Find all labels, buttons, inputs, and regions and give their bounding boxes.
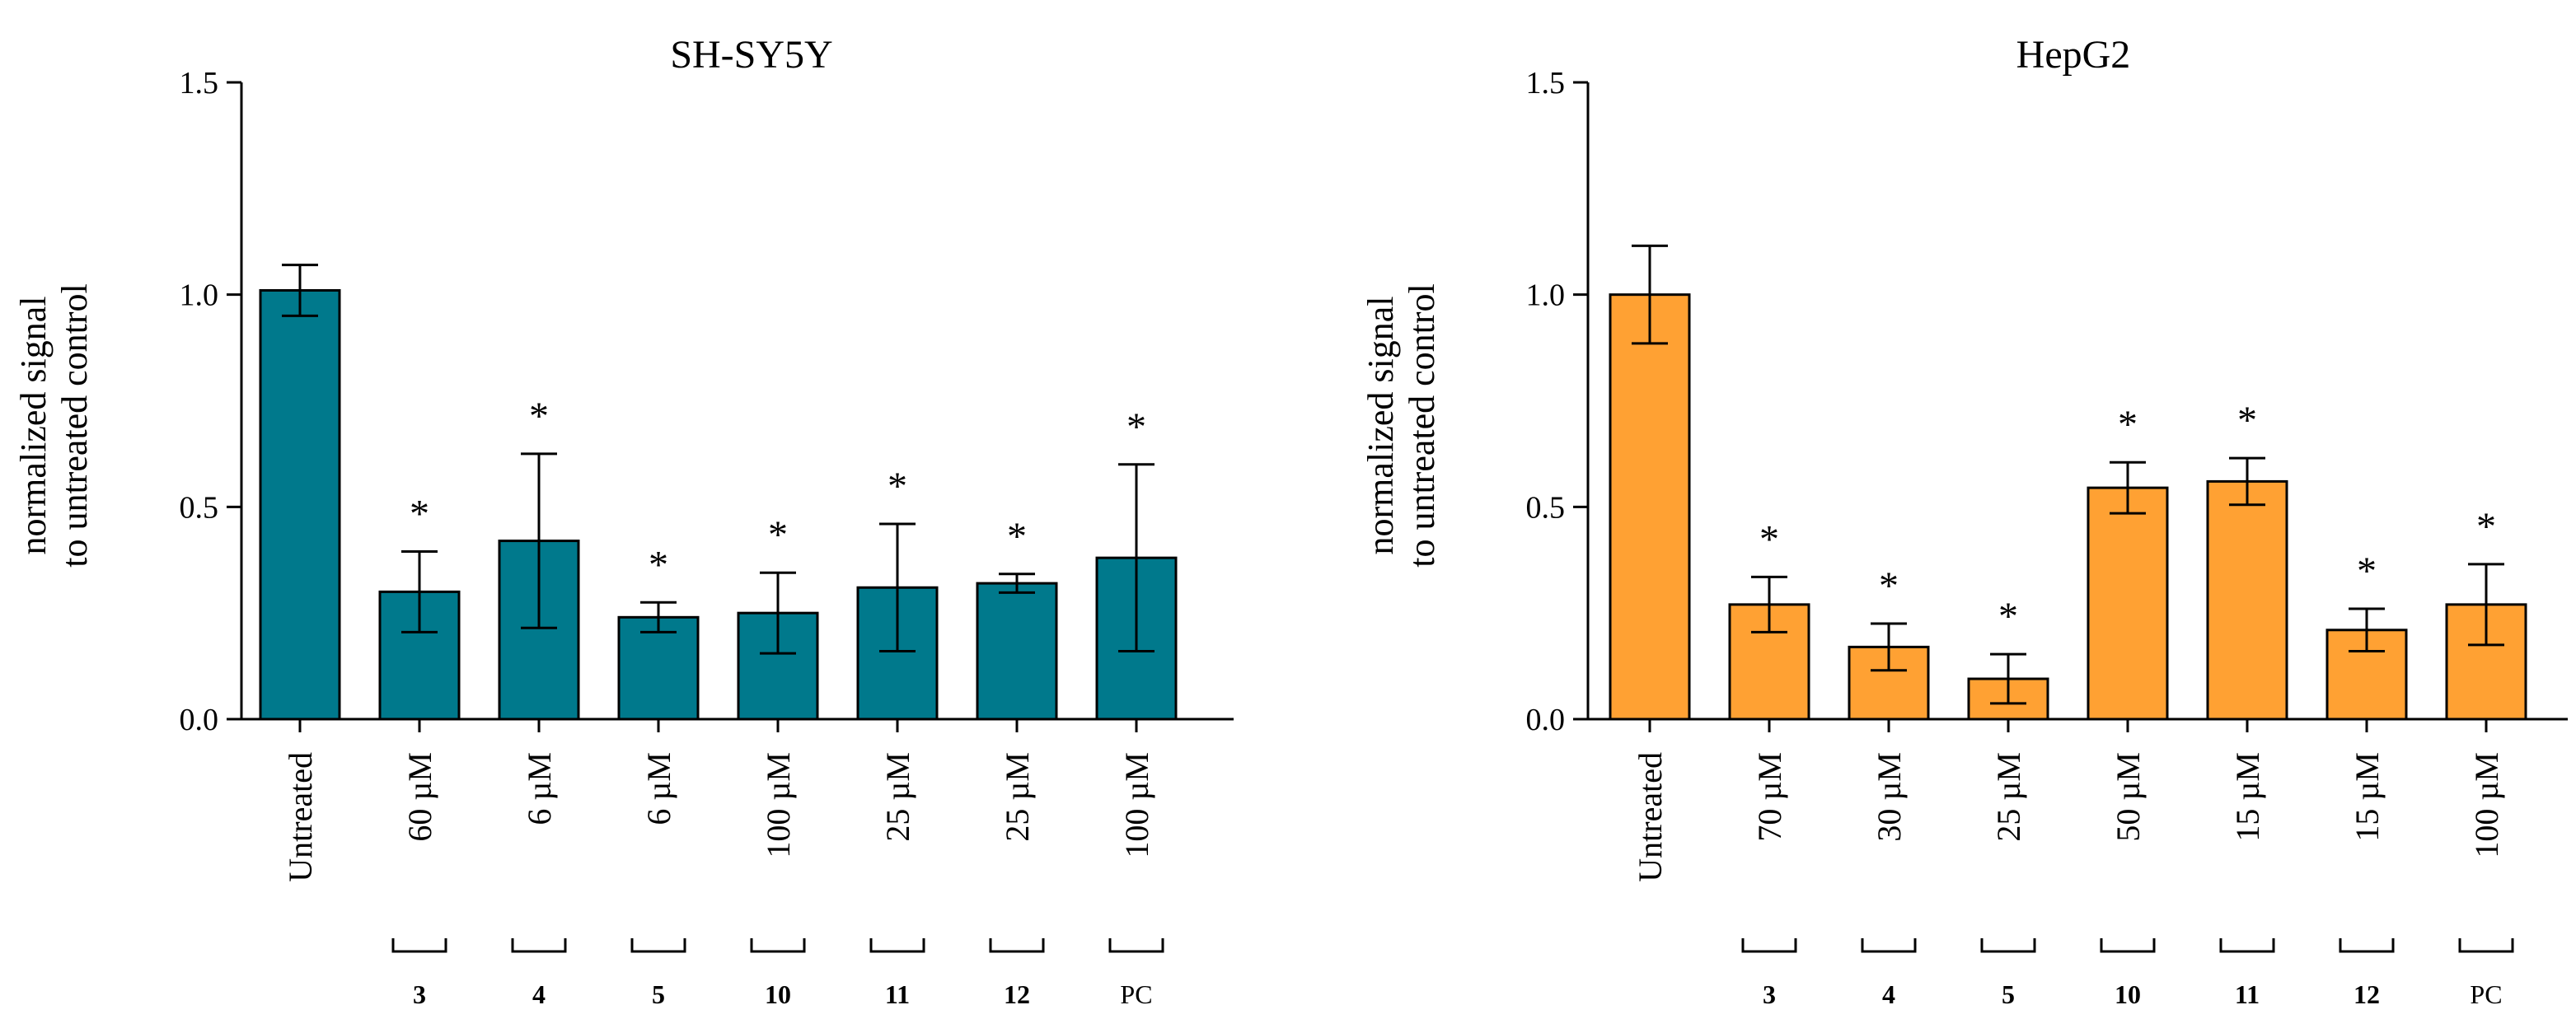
- category-label: Untreated: [282, 752, 319, 882]
- compound-bracket: [630, 938, 686, 953]
- y-axis-label-line: to untreated control: [1402, 283, 1442, 568]
- compound-label: 4: [532, 979, 546, 1009]
- compound-bracket: [2339, 938, 2395, 953]
- category-label: Untreated: [1632, 752, 1669, 882]
- significance-star: *: [2237, 399, 2257, 442]
- category-label: 15 µM: [2229, 752, 2266, 842]
- compound-bracket: [750, 938, 806, 953]
- y-tick-label: 0.0: [1526, 703, 1566, 737]
- chart-sh-sy5y: SH-SY5Y normalized signalto untreated con…: [13, 33, 1234, 1009]
- category-label: 30 µM: [1871, 752, 1908, 842]
- compound-label: 5: [2002, 979, 2015, 1009]
- compound-bracket: [511, 938, 567, 953]
- significance-star: *: [1998, 595, 2018, 638]
- category-label: 100 µM: [760, 752, 797, 858]
- significance-star: *: [529, 395, 549, 438]
- y-tick-label: 0.5: [180, 490, 219, 525]
- significance-star: *: [410, 492, 429, 535]
- compound-bracket: [391, 938, 447, 953]
- significance-star: *: [1759, 517, 1779, 561]
- bar: [259, 289, 341, 721]
- chart-title: SH-SY5Y: [670, 33, 832, 77]
- bar: [976, 582, 1058, 721]
- compound-label: PC: [1120, 979, 1152, 1009]
- category-label: 25 µM: [879, 752, 916, 842]
- significance-star: *: [1007, 515, 1027, 559]
- compound-label: 4: [1882, 979, 1895, 1009]
- category-label: 15 µM: [2349, 752, 2386, 842]
- category-label: 100 µM: [1118, 752, 1155, 858]
- y-axis-label-line: normalized signal: [1361, 296, 1401, 554]
- compound-bracket: [2219, 938, 2275, 953]
- significance-star: *: [1879, 564, 1899, 608]
- compound-label: 10: [765, 979, 791, 1009]
- compound-bracket: [1741, 938, 1797, 953]
- compound-bracket: [1108, 938, 1164, 953]
- category-label: 70 µM: [1751, 752, 1788, 842]
- compound-label: 12: [2354, 979, 2380, 1009]
- bar: [1609, 293, 1691, 721]
- y-axis-label-line: normalized signal: [13, 296, 54, 554]
- category-label: 100 µM: [2468, 752, 2505, 858]
- bar: [2087, 486, 2169, 721]
- y-tick-label: 1.0: [180, 278, 219, 313]
- category-label: 50 µM: [2110, 752, 2147, 842]
- significance-star: *: [888, 465, 907, 508]
- category-label: 25 µM: [1990, 752, 2027, 842]
- compound-bracket: [1980, 938, 2036, 953]
- compound-bracket: [869, 938, 925, 953]
- compound-label: 5: [652, 979, 665, 1009]
- significance-star: *: [1126, 405, 1146, 449]
- compound-label: 3: [413, 979, 426, 1009]
- category-label: 25 µM: [999, 752, 1036, 842]
- y-axis-label: normalized signalto untreated control: [13, 283, 95, 568]
- compound-label: 10: [2115, 979, 2141, 1009]
- chart-hepg2: HepG2 normalized signalto untreated contr…: [1361, 33, 2568, 1009]
- compound-bracket: [989, 938, 1045, 953]
- category-label: 60 µM: [401, 752, 438, 842]
- y-tick-label: 1.0: [1526, 278, 1566, 313]
- category-label: 6 µM: [521, 752, 558, 825]
- compound-bracket: [2100, 938, 2156, 953]
- significance-star: *: [649, 543, 668, 587]
- y-tick-label: 0.0: [180, 703, 219, 737]
- compound-label: 12: [1004, 979, 1030, 1009]
- significance-star: *: [768, 513, 788, 557]
- y-tick-label: 1.5: [1526, 66, 1566, 100]
- significance-star: *: [2357, 549, 2377, 593]
- y-axis-label: normalized signalto untreated control: [1361, 283, 1442, 568]
- significance-star: *: [2118, 403, 2138, 446]
- chart-title: HepG2: [2016, 33, 2131, 77]
- category-label: 6 µM: [640, 752, 677, 825]
- y-axis-label-line: to untreated control: [54, 283, 95, 568]
- significance-star: *: [2476, 505, 2496, 549]
- compound-bracket: [1861, 938, 1917, 953]
- y-tick-label: 1.5: [180, 66, 219, 100]
- compound-label: PC: [2470, 979, 2502, 1009]
- compound-label: 11: [2235, 979, 2260, 1009]
- compound-bracket: [2458, 938, 2514, 953]
- compound-label: 11: [885, 979, 910, 1009]
- compound-label: 3: [1763, 979, 1776, 1009]
- bar: [2206, 479, 2288, 721]
- y-tick-label: 0.5: [1526, 490, 1566, 525]
